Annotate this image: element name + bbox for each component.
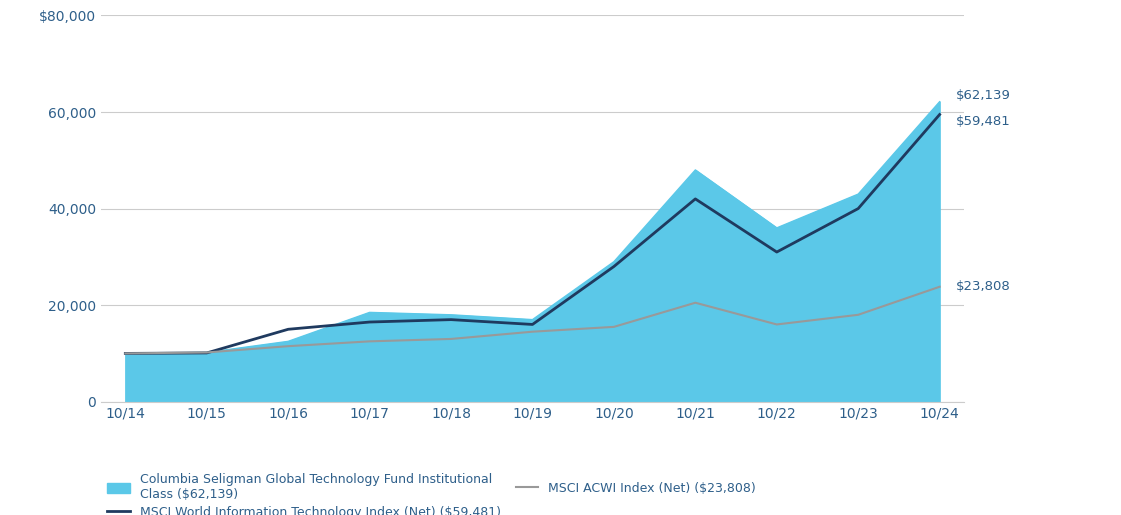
Legend: Columbia Seligman Global Technology Fund Institutional
Class ($62,139), MSCI Wor: Columbia Seligman Global Technology Fund… bbox=[108, 473, 756, 515]
Text: $23,808: $23,808 bbox=[956, 280, 1011, 293]
Text: $62,139: $62,139 bbox=[956, 90, 1011, 102]
Text: $59,481: $59,481 bbox=[956, 115, 1011, 128]
